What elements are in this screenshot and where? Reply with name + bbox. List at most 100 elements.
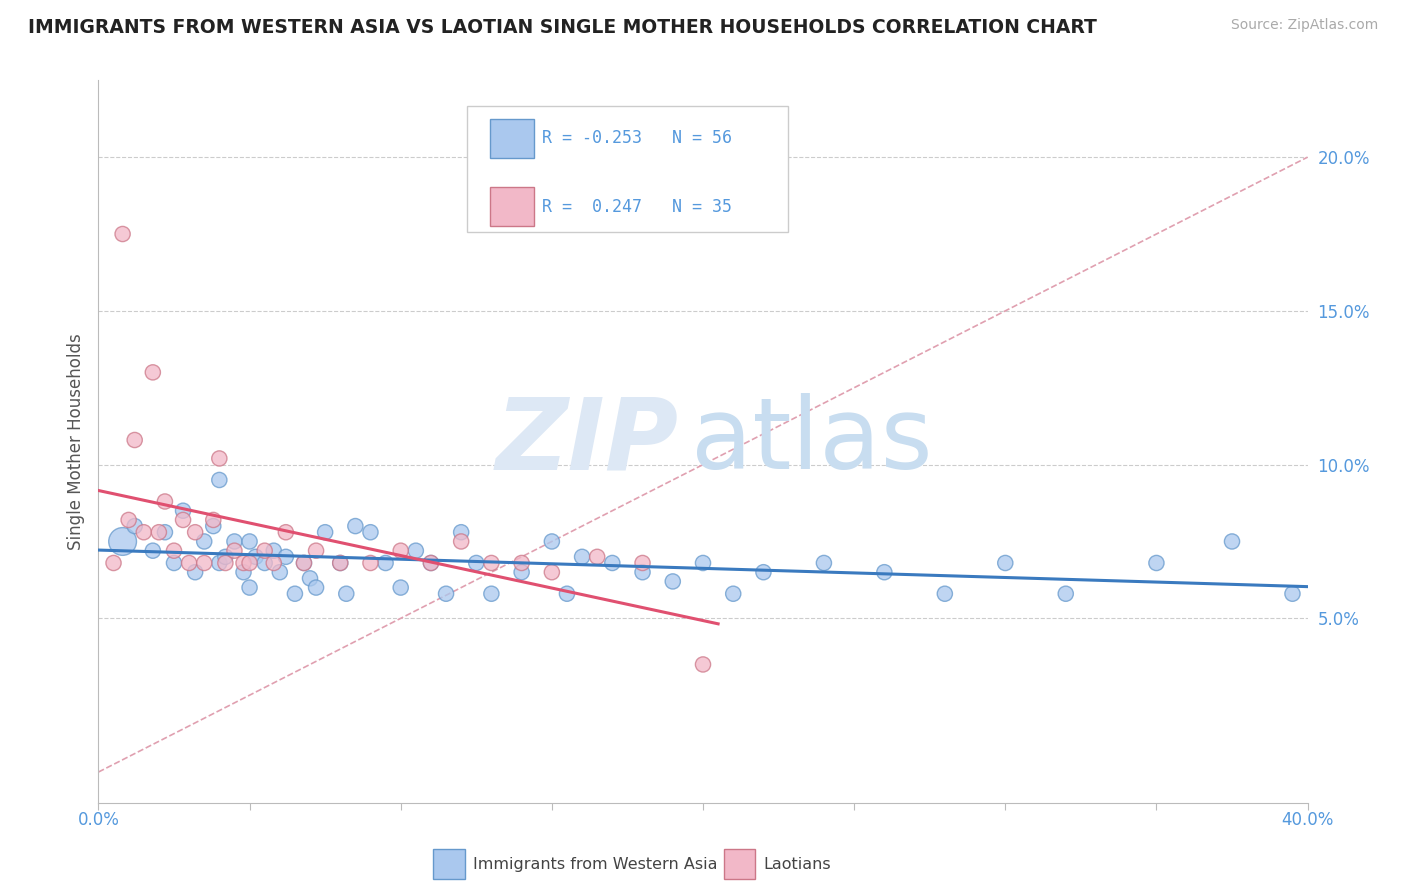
Point: [752, 565, 775, 579]
Point: [239, 581, 262, 595]
Point: [329, 556, 352, 570]
Point: [163, 556, 186, 570]
Point: [214, 556, 236, 570]
Point: [299, 571, 322, 585]
Point: [1220, 534, 1243, 549]
Point: [405, 543, 427, 558]
Point: [232, 556, 254, 570]
Point: [132, 525, 155, 540]
Point: [305, 543, 328, 558]
Point: [111, 534, 134, 549]
Point: [208, 473, 231, 487]
FancyBboxPatch shape: [467, 105, 787, 232]
Point: [172, 513, 194, 527]
Point: [481, 587, 503, 601]
Point: [142, 365, 165, 379]
Point: [314, 525, 336, 540]
Point: [148, 525, 170, 540]
Point: [184, 565, 207, 579]
Point: [253, 543, 276, 558]
Point: [692, 657, 714, 672]
Point: [420, 556, 443, 570]
Text: 40.0%: 40.0%: [1281, 811, 1334, 829]
Point: [274, 549, 297, 564]
Point: [571, 549, 593, 564]
FancyBboxPatch shape: [433, 849, 465, 879]
Point: [163, 543, 186, 558]
FancyBboxPatch shape: [491, 187, 534, 227]
Point: [224, 534, 246, 549]
Point: [193, 534, 215, 549]
Point: [434, 587, 457, 601]
Point: [118, 513, 141, 527]
Point: [202, 513, 225, 527]
Text: Source: ZipAtlas.com: Source: ZipAtlas.com: [1230, 18, 1378, 32]
Y-axis label: Single Mother Households: Single Mother Households: [66, 334, 84, 549]
Point: [389, 581, 412, 595]
Point: [450, 525, 472, 540]
Point: [239, 534, 262, 549]
Point: [540, 565, 562, 579]
Text: Immigrants from Western Asia: Immigrants from Western Asia: [474, 856, 717, 871]
Point: [360, 556, 382, 570]
Text: IMMIGRANTS FROM WESTERN ASIA VS LAOTIAN SINGLE MOTHER HOUSEHOLDS CORRELATION CHA: IMMIGRANTS FROM WESTERN ASIA VS LAOTIAN …: [28, 18, 1097, 37]
Point: [344, 519, 367, 533]
Point: [450, 534, 472, 549]
Point: [1054, 587, 1077, 601]
Point: [239, 556, 262, 570]
FancyBboxPatch shape: [724, 849, 755, 879]
Point: [284, 587, 307, 601]
Point: [813, 556, 835, 570]
Point: [208, 451, 231, 466]
Point: [124, 433, 146, 447]
Point: [103, 556, 125, 570]
Point: [263, 543, 285, 558]
Point: [274, 525, 297, 540]
Point: [374, 556, 396, 570]
Point: [184, 525, 207, 540]
Point: [631, 556, 654, 570]
Point: [292, 556, 315, 570]
Point: [292, 556, 315, 570]
Point: [465, 556, 488, 570]
Point: [142, 543, 165, 558]
Point: [253, 556, 276, 570]
Text: atlas: atlas: [690, 393, 932, 490]
Text: R =  0.247   N = 35: R = 0.247 N = 35: [543, 198, 733, 216]
Point: [934, 587, 956, 601]
Point: [208, 556, 231, 570]
Point: [305, 581, 328, 595]
Point: [214, 549, 236, 564]
Point: [335, 587, 357, 601]
Point: [179, 556, 201, 570]
Point: [1144, 556, 1167, 570]
Point: [360, 525, 382, 540]
Point: [224, 543, 246, 558]
Point: [111, 227, 134, 241]
Point: [153, 494, 176, 508]
Point: [586, 549, 609, 564]
Point: [692, 556, 714, 570]
Point: [540, 534, 562, 549]
Text: R = -0.253   N = 56: R = -0.253 N = 56: [543, 129, 733, 147]
Point: [329, 556, 352, 570]
Point: [661, 574, 683, 589]
Point: [1281, 587, 1303, 601]
Point: [555, 587, 578, 601]
Point: [153, 525, 176, 540]
Text: 0.0%: 0.0%: [77, 811, 120, 829]
Point: [481, 556, 503, 570]
Point: [232, 565, 254, 579]
FancyBboxPatch shape: [491, 119, 534, 158]
Point: [124, 519, 146, 533]
Point: [245, 549, 267, 564]
Text: Laotians: Laotians: [763, 856, 831, 871]
Point: [723, 587, 745, 601]
Point: [172, 504, 194, 518]
Text: ZIP: ZIP: [496, 393, 679, 490]
Point: [389, 543, 412, 558]
Point: [510, 565, 533, 579]
Point: [510, 556, 533, 570]
Point: [994, 556, 1017, 570]
Point: [193, 556, 215, 570]
